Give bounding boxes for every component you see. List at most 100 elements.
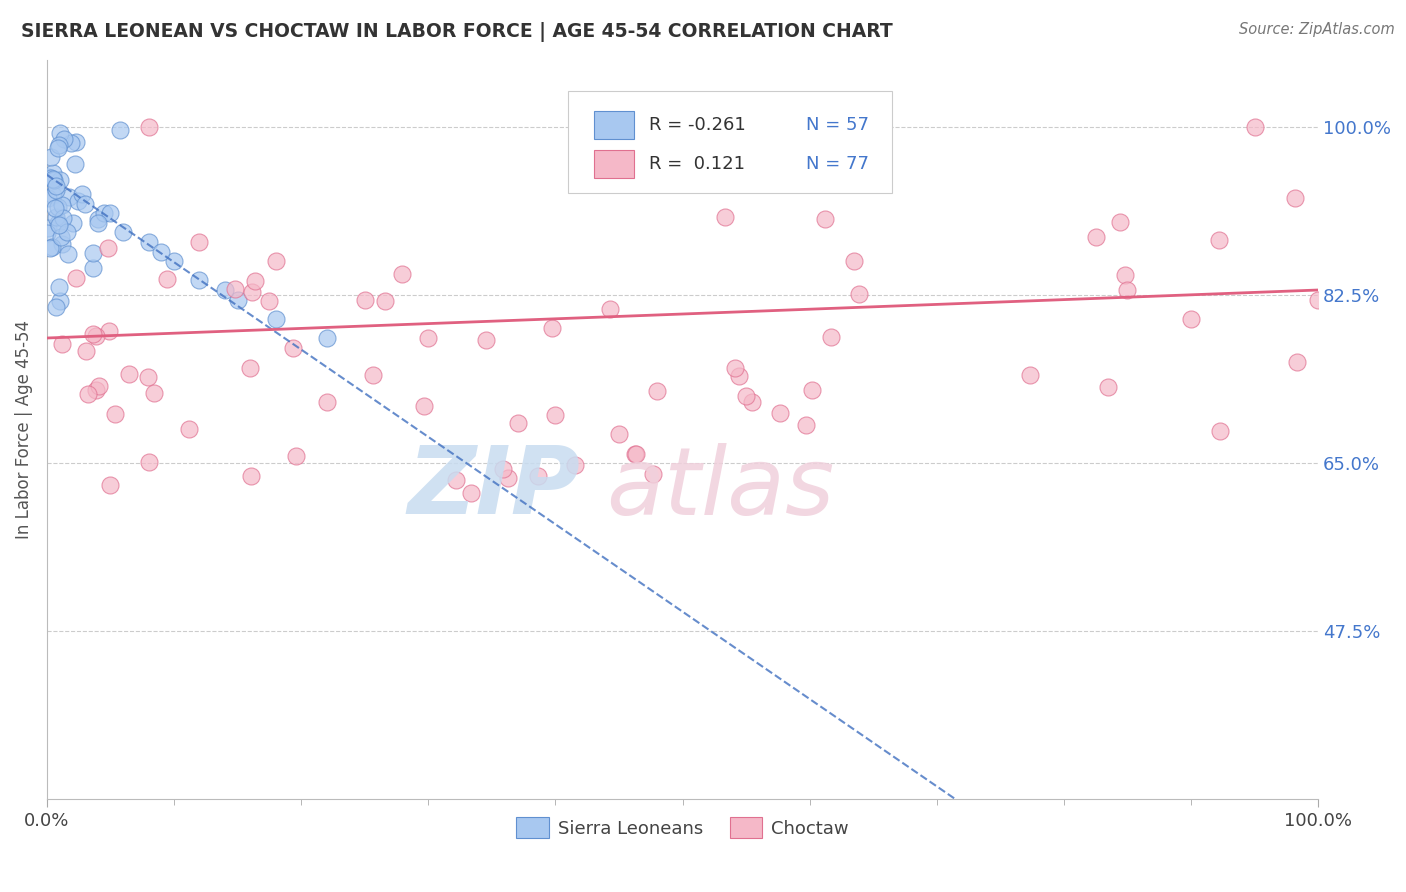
Point: [492, 461, 515, 475]
Point: [49, 294, 72, 309]
Point: [73, 196, 96, 211]
Point: [741, 394, 763, 409]
Point: [624, 447, 647, 461]
Point: [112, 226, 135, 240]
Text: atlas: atlas: [606, 442, 835, 533]
Point: [848, 286, 870, 301]
Text: N = 77: N = 77: [806, 155, 869, 173]
Point: [49, 172, 72, 186]
Legend: Sierra Leoneans, Choctaw: Sierra Leoneans, Choctaw: [509, 810, 856, 846]
Point: [624, 447, 647, 461]
Point: [188, 235, 211, 249]
Point: [735, 389, 758, 403]
Point: [564, 458, 586, 472]
Point: [264, 311, 287, 326]
Point: [1285, 354, 1308, 368]
Point: [723, 361, 745, 376]
Point: [1208, 233, 1230, 247]
Point: [413, 399, 436, 413]
Point: [118, 368, 141, 382]
Point: [285, 450, 308, 464]
Point: [498, 471, 520, 485]
Point: [820, 330, 842, 344]
Point: [163, 254, 186, 268]
Point: [138, 235, 160, 249]
Point: [82, 326, 104, 341]
Point: [1209, 424, 1232, 438]
Point: [239, 469, 262, 483]
Point: [65, 135, 87, 149]
FancyBboxPatch shape: [593, 111, 634, 138]
Point: [599, 302, 621, 317]
Point: [75, 344, 97, 359]
Point: [37, 191, 59, 205]
Text: R = -0.261: R = -0.261: [650, 116, 747, 134]
Point: [42, 188, 65, 202]
Point: [82, 246, 104, 260]
Point: [100, 206, 122, 220]
Point: [1308, 293, 1330, 307]
Point: [240, 285, 263, 299]
Point: [37, 221, 59, 235]
Point: [1114, 268, 1136, 283]
Point: [63, 156, 86, 170]
Point: [37, 170, 59, 185]
Point: [1243, 120, 1265, 134]
Point: [353, 293, 375, 307]
Point: [1097, 380, 1119, 394]
Point: [45, 183, 67, 197]
Point: [108, 123, 131, 137]
Point: [51, 198, 73, 212]
Point: [48, 201, 70, 215]
Point: [239, 360, 262, 375]
Point: [82, 260, 104, 275]
Point: [51, 236, 73, 251]
Point: [814, 212, 837, 227]
Point: [51, 337, 73, 351]
Point: [842, 253, 865, 268]
Point: [87, 211, 110, 226]
Point: [41, 149, 63, 163]
Point: [52, 211, 75, 225]
Point: [1109, 215, 1132, 229]
Point: [643, 467, 665, 482]
Point: [60, 136, 83, 151]
Point: [56, 225, 79, 239]
Point: [714, 210, 737, 224]
Point: [76, 387, 98, 401]
Point: [794, 418, 817, 433]
Text: R =  0.121: R = 0.121: [650, 155, 745, 173]
Point: [475, 333, 498, 347]
Point: [45, 300, 67, 314]
Point: [56, 247, 79, 261]
Point: [607, 427, 630, 442]
Point: [70, 186, 93, 201]
Point: [188, 273, 211, 287]
Point: [65, 271, 87, 285]
Point: [48, 137, 70, 152]
Point: [37, 226, 59, 240]
Point: [315, 331, 337, 345]
Point: [544, 408, 567, 422]
Point: [45, 179, 67, 194]
Point: [226, 293, 249, 307]
Point: [39, 170, 62, 185]
Point: [48, 141, 70, 155]
Point: [264, 254, 287, 268]
Point: [138, 455, 160, 469]
Point: [506, 416, 529, 430]
Point: [526, 469, 548, 483]
Point: [645, 384, 668, 398]
Point: [460, 486, 482, 500]
Point: [1084, 230, 1107, 244]
Point: [89, 378, 111, 392]
Point: [138, 120, 160, 134]
Point: [769, 406, 792, 420]
Point: [1284, 190, 1306, 204]
Point: [66, 194, 89, 208]
Point: [214, 283, 236, 297]
Point: [541, 321, 564, 335]
Point: [38, 241, 60, 255]
Text: ZIP: ZIP: [408, 442, 581, 534]
Y-axis label: In Labor Force | Age 45-54: In Labor Force | Age 45-54: [15, 319, 32, 539]
